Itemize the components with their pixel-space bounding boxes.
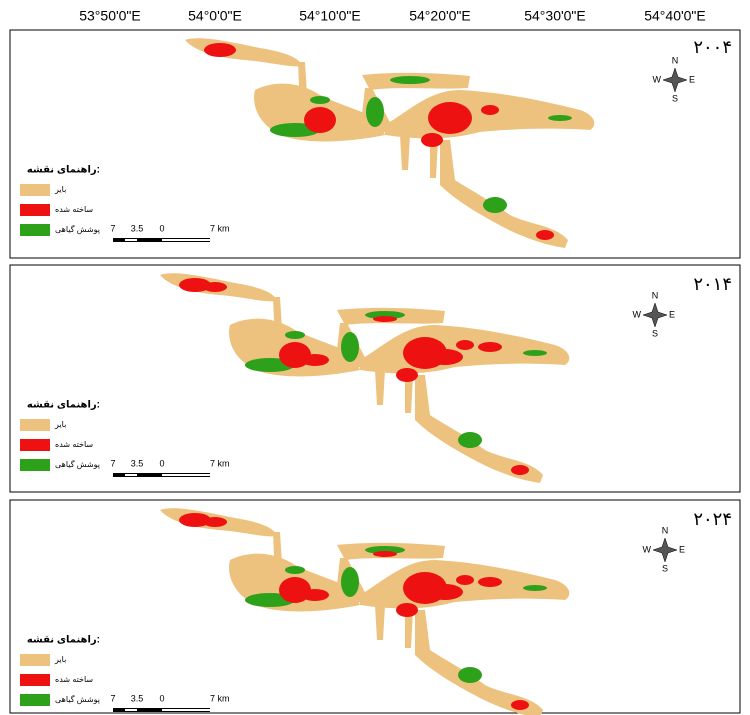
- legend-label: بایر: [54, 185, 66, 194]
- year-label: ۲۰۱۴: [693, 274, 732, 295]
- compass-west: W: [643, 544, 652, 554]
- legend-title: راهنمای نقشه:: [27, 635, 100, 646]
- legend-swatch: [20, 224, 50, 236]
- land-cover-map: [160, 273, 569, 483]
- scale-label: 7 km: [210, 223, 230, 233]
- map-panel: ۲۰۲۴ راهنمای نقشه: بایر ساخته شده پوشش گیاهی…: [10, 500, 740, 715]
- coordinate-label: 54°20'0"E: [409, 8, 471, 24]
- panel-frame: [10, 30, 740, 258]
- compass-east: E: [689, 74, 695, 84]
- legend-title: راهنمای نقشه:: [27, 400, 100, 411]
- scale-label: 0: [159, 458, 164, 468]
- scale-label: 7 km: [210, 693, 230, 703]
- legend-swatch: [20, 204, 50, 216]
- legend-title: راهنمای نقشه:: [27, 165, 100, 176]
- compass-west: W: [633, 309, 642, 319]
- map-panel: ۲۰۰۴ راهنمای نقشه: بایر ساخته شده پوشش گیاهی…: [10, 30, 740, 258]
- map-panel: ۲۰۱۴ راهنمای نقشه: بایر ساخته شده پوشش گیاهی…: [10, 265, 740, 492]
- legend-label: پوشش گیاهی: [55, 224, 100, 234]
- coordinate-label: 54°40'0"E: [644, 8, 706, 24]
- scale-label: 0: [159, 223, 164, 233]
- scale-label: 3.5: [131, 458, 144, 468]
- scale-bar-segment: [125, 474, 137, 476]
- legend-swatch: [20, 694, 50, 706]
- compass-east: E: [669, 309, 675, 319]
- legend-swatch: [20, 459, 50, 471]
- legend-label: ساخته شده: [55, 205, 93, 214]
- legend-label: پوشش گیاهی: [55, 459, 100, 469]
- legend-swatch: [20, 674, 50, 686]
- compass-north: N: [652, 290, 659, 300]
- compass-rose: [663, 68, 687, 92]
- legend-label: ساخته شده: [55, 675, 93, 684]
- legend-swatch: [20, 654, 50, 666]
- scale-label: 3.5: [131, 223, 144, 233]
- scale-label: 7: [110, 458, 115, 468]
- legend-swatch: [20, 439, 50, 451]
- scale-bar-segment: [125, 709, 137, 711]
- map-figure: 53°50'0"E 54°0'0"E 54°10'0"E 54°20'0"E 54°30…: [0, 0, 750, 715]
- compass-south: S: [652, 328, 658, 338]
- scale-bar-segment: [162, 239, 210, 241]
- panel-frame: [10, 265, 740, 492]
- scale-label: 0: [159, 693, 164, 703]
- legend-swatch: [20, 184, 50, 196]
- compass-north: N: [662, 525, 669, 535]
- scale-label: 7 km: [210, 458, 230, 468]
- legend-swatch: [20, 419, 50, 431]
- year-label: ۲۰۲۴: [693, 509, 732, 530]
- coordinate-label: 54°0'0"E: [188, 8, 242, 24]
- scale-label: 3.5: [131, 693, 144, 703]
- legend-label: بایر: [54, 655, 66, 664]
- legend-label: ساخته شده: [55, 440, 93, 449]
- scale-bar-segment: [162, 709, 210, 711]
- scale-bar-segment: [162, 474, 210, 476]
- compass-south: S: [662, 563, 668, 573]
- compass-rose: [653, 538, 677, 562]
- land-cover-map: [160, 508, 569, 715]
- compass-west: W: [653, 74, 662, 84]
- compass-rose: [643, 303, 667, 327]
- scale-label: 7: [110, 693, 115, 703]
- land-cover-map: [185, 38, 594, 248]
- compass-north: N: [672, 55, 679, 65]
- legend-label: بایر: [54, 420, 66, 429]
- compass-east: E: [679, 544, 685, 554]
- coordinate-label: 54°10'0"E: [299, 8, 361, 24]
- scale-bar-segment: [125, 239, 137, 241]
- coordinate-label: 54°30'0"E: [524, 8, 586, 24]
- legend-label: پوشش گیاهی: [55, 694, 100, 704]
- coordinate-label: 53°50'0"E: [79, 8, 141, 24]
- scale-label: 7: [110, 223, 115, 233]
- compass-south: S: [672, 93, 678, 103]
- year-label: ۲۰۰۴: [693, 37, 732, 58]
